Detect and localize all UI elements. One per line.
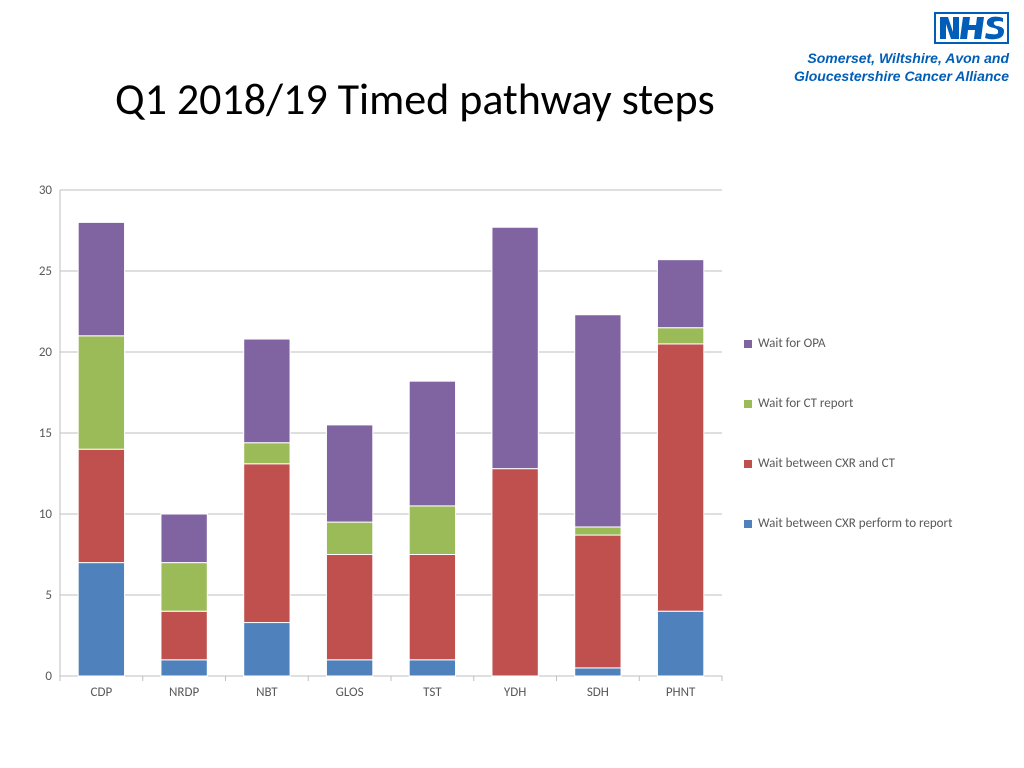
bar-segment <box>575 315 621 527</box>
bar-segment <box>657 260 703 328</box>
alliance-line2: Gloucestershire Cancer Alliance <box>794 68 1009 86</box>
bar-segment <box>657 328 703 344</box>
legend-swatch <box>744 520 752 528</box>
bar-segment <box>575 527 621 535</box>
x-tick-label: SDH <box>587 685 609 700</box>
bar-segment <box>657 344 703 611</box>
legend-label: Wait between CXR perform to report <box>758 516 953 531</box>
x-tick-label: CDP <box>91 685 113 700</box>
y-tick-label: 5 <box>45 588 52 603</box>
bar-segment <box>161 563 207 612</box>
bar-segment <box>244 623 290 676</box>
bar-segment <box>244 339 290 443</box>
bar-segment <box>78 563 124 676</box>
y-tick-label: 10 <box>39 507 53 522</box>
legend-swatch <box>744 460 752 468</box>
y-tick-label: 0 <box>45 669 52 684</box>
bar-segment <box>78 222 124 335</box>
legend-label: Wait for CT report <box>758 396 854 411</box>
bar-segment <box>575 535 621 668</box>
nhs-logo <box>934 12 1009 44</box>
bar-segment <box>78 449 124 562</box>
bar-segment <box>161 514 207 563</box>
x-tick-label: GLOS <box>336 685 364 700</box>
y-tick-label: 15 <box>39 426 52 441</box>
bar-segment <box>409 555 455 660</box>
bar-segment <box>161 660 207 676</box>
x-tick-label: NRDP <box>169 685 199 700</box>
y-tick-label: 20 <box>39 345 53 360</box>
legend-swatch <box>744 340 752 348</box>
page-title: Q1 2018/19 Timed pathway steps <box>115 72 715 126</box>
bar-segment <box>326 425 372 522</box>
alliance-name: Somerset, Wiltshire, Avon and Gloucester… <box>794 50 1009 85</box>
x-tick-label: YDH <box>504 685 526 700</box>
bar-segment <box>409 506 455 555</box>
x-tick-label: NBT <box>256 685 278 700</box>
bar-segment <box>492 469 538 676</box>
y-tick-label: 25 <box>39 264 52 279</box>
bar-segment <box>244 464 290 623</box>
bar-segment <box>326 660 372 676</box>
x-tick-label: PHNT <box>666 685 696 700</box>
pathway-chart: 0 5 10 15 20 25 30 CDP NRDP NBT GLOS TST YDH SDH PHNT W… <box>22 176 1002 716</box>
bar-segment <box>409 381 455 506</box>
y-tick-label: 30 <box>39 183 53 198</box>
bar-segment <box>492 227 538 468</box>
x-tick-label: TST <box>423 685 442 700</box>
bar-segment <box>575 668 621 676</box>
bar-segment <box>78 336 124 449</box>
bar-segment <box>326 522 372 554</box>
bar-segment <box>409 660 455 676</box>
bar-segment <box>657 611 703 676</box>
legend-label: Wait between CXR and CT <box>758 456 896 471</box>
legend-swatch <box>744 400 752 408</box>
stacked-bar-chart: 0 5 10 15 20 25 30 CDP NRDP NBT GLOS TST YDH SDH PHNT W… <box>22 176 1002 716</box>
bar-segment <box>326 555 372 660</box>
legend-label: Wait for OPA <box>758 336 826 351</box>
alliance-line1: Somerset, Wiltshire, Avon and <box>794 50 1009 68</box>
bar-segment <box>244 443 290 464</box>
bar-segment <box>161 611 207 660</box>
